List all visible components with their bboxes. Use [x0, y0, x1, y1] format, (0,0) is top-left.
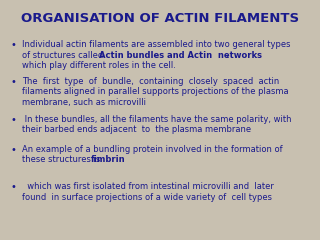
Text: these structures is: these structures is: [22, 156, 103, 164]
Text: ORGANISATION OF ACTIN FILAMENTS: ORGANISATION OF ACTIN FILAMENTS: [21, 12, 299, 25]
Text: which was first isolated from intestinal microvilli and  later: which was first isolated from intestinal…: [22, 182, 274, 191]
Text: •: •: [10, 40, 16, 50]
Text: The  first  type  of  bundle,  containing  closely  spaced  actin: The first type of bundle, containing clo…: [22, 77, 279, 86]
Text: An example of a bundling protein involved in the formation of: An example of a bundling protein involve…: [22, 145, 283, 154]
Text: ,: ,: [225, 50, 228, 60]
Text: found  in surface projections of a wide variety of  cell types: found in surface projections of a wide v…: [22, 192, 272, 202]
Text: •: •: [10, 145, 16, 155]
Text: membrane, such as microvilli: membrane, such as microvilli: [22, 98, 146, 107]
Text: fimbrin: fimbrin: [91, 156, 126, 164]
Text: •: •: [10, 77, 16, 87]
Text: In these bundles, all the filaments have the same polarity, with: In these bundles, all the filaments have…: [22, 115, 292, 124]
Text: Individual actin filaments are assembled into two general types: Individual actin filaments are assembled…: [22, 40, 291, 49]
Text: filaments aligned in parallel supports projections of the plasma: filaments aligned in parallel supports p…: [22, 88, 289, 96]
Text: which play different roles in the cell.: which play different roles in the cell.: [22, 61, 176, 70]
Text: •: •: [10, 115, 16, 125]
Text: Actin bundles and Actin  networks: Actin bundles and Actin networks: [99, 50, 262, 60]
Text: •: •: [10, 182, 16, 192]
Text: their barbed ends adjacent  to  the plasma membrane: their barbed ends adjacent to the plasma…: [22, 126, 251, 134]
Text: of structures called: of structures called: [22, 50, 108, 60]
